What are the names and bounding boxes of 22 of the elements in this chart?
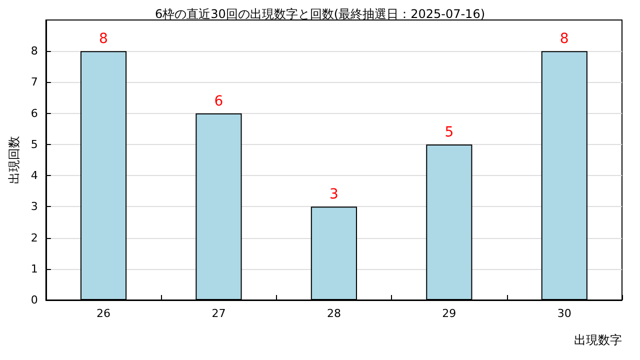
y-tick-label: 2 xyxy=(30,231,38,244)
y-tick-label: 4 xyxy=(30,169,38,182)
x-tick-label: 27 xyxy=(212,307,226,320)
data-label: 8 xyxy=(99,31,108,48)
y-tick-label: 1 xyxy=(30,262,38,276)
data-label: 8 xyxy=(560,31,569,48)
chart-title: 6枠の直近30回の出現数字と回数(最終抽選日：2025-07-16) xyxy=(154,7,486,21)
x-axis-title: 出現数字 xyxy=(574,333,622,347)
y-tick-label: 3 xyxy=(30,200,38,214)
x-tick-label: 28 xyxy=(326,307,341,320)
data-label: 3 xyxy=(329,186,338,203)
y-tick-label: 8 xyxy=(30,44,38,58)
x-tick-label: 30 xyxy=(557,307,572,320)
y-axis-title: 出現回数 xyxy=(7,136,21,184)
y-tick-label: 6 xyxy=(30,106,38,120)
data-label: 5 xyxy=(444,124,454,140)
x-tick-label: 29 xyxy=(442,307,456,320)
y-tick-label: 0 xyxy=(30,294,38,306)
data-label: 6 xyxy=(214,93,224,110)
y-tick-label: 5 xyxy=(30,138,38,151)
x-tick-label: 26 xyxy=(96,307,111,320)
y-tick-label: 7 xyxy=(30,76,38,89)
